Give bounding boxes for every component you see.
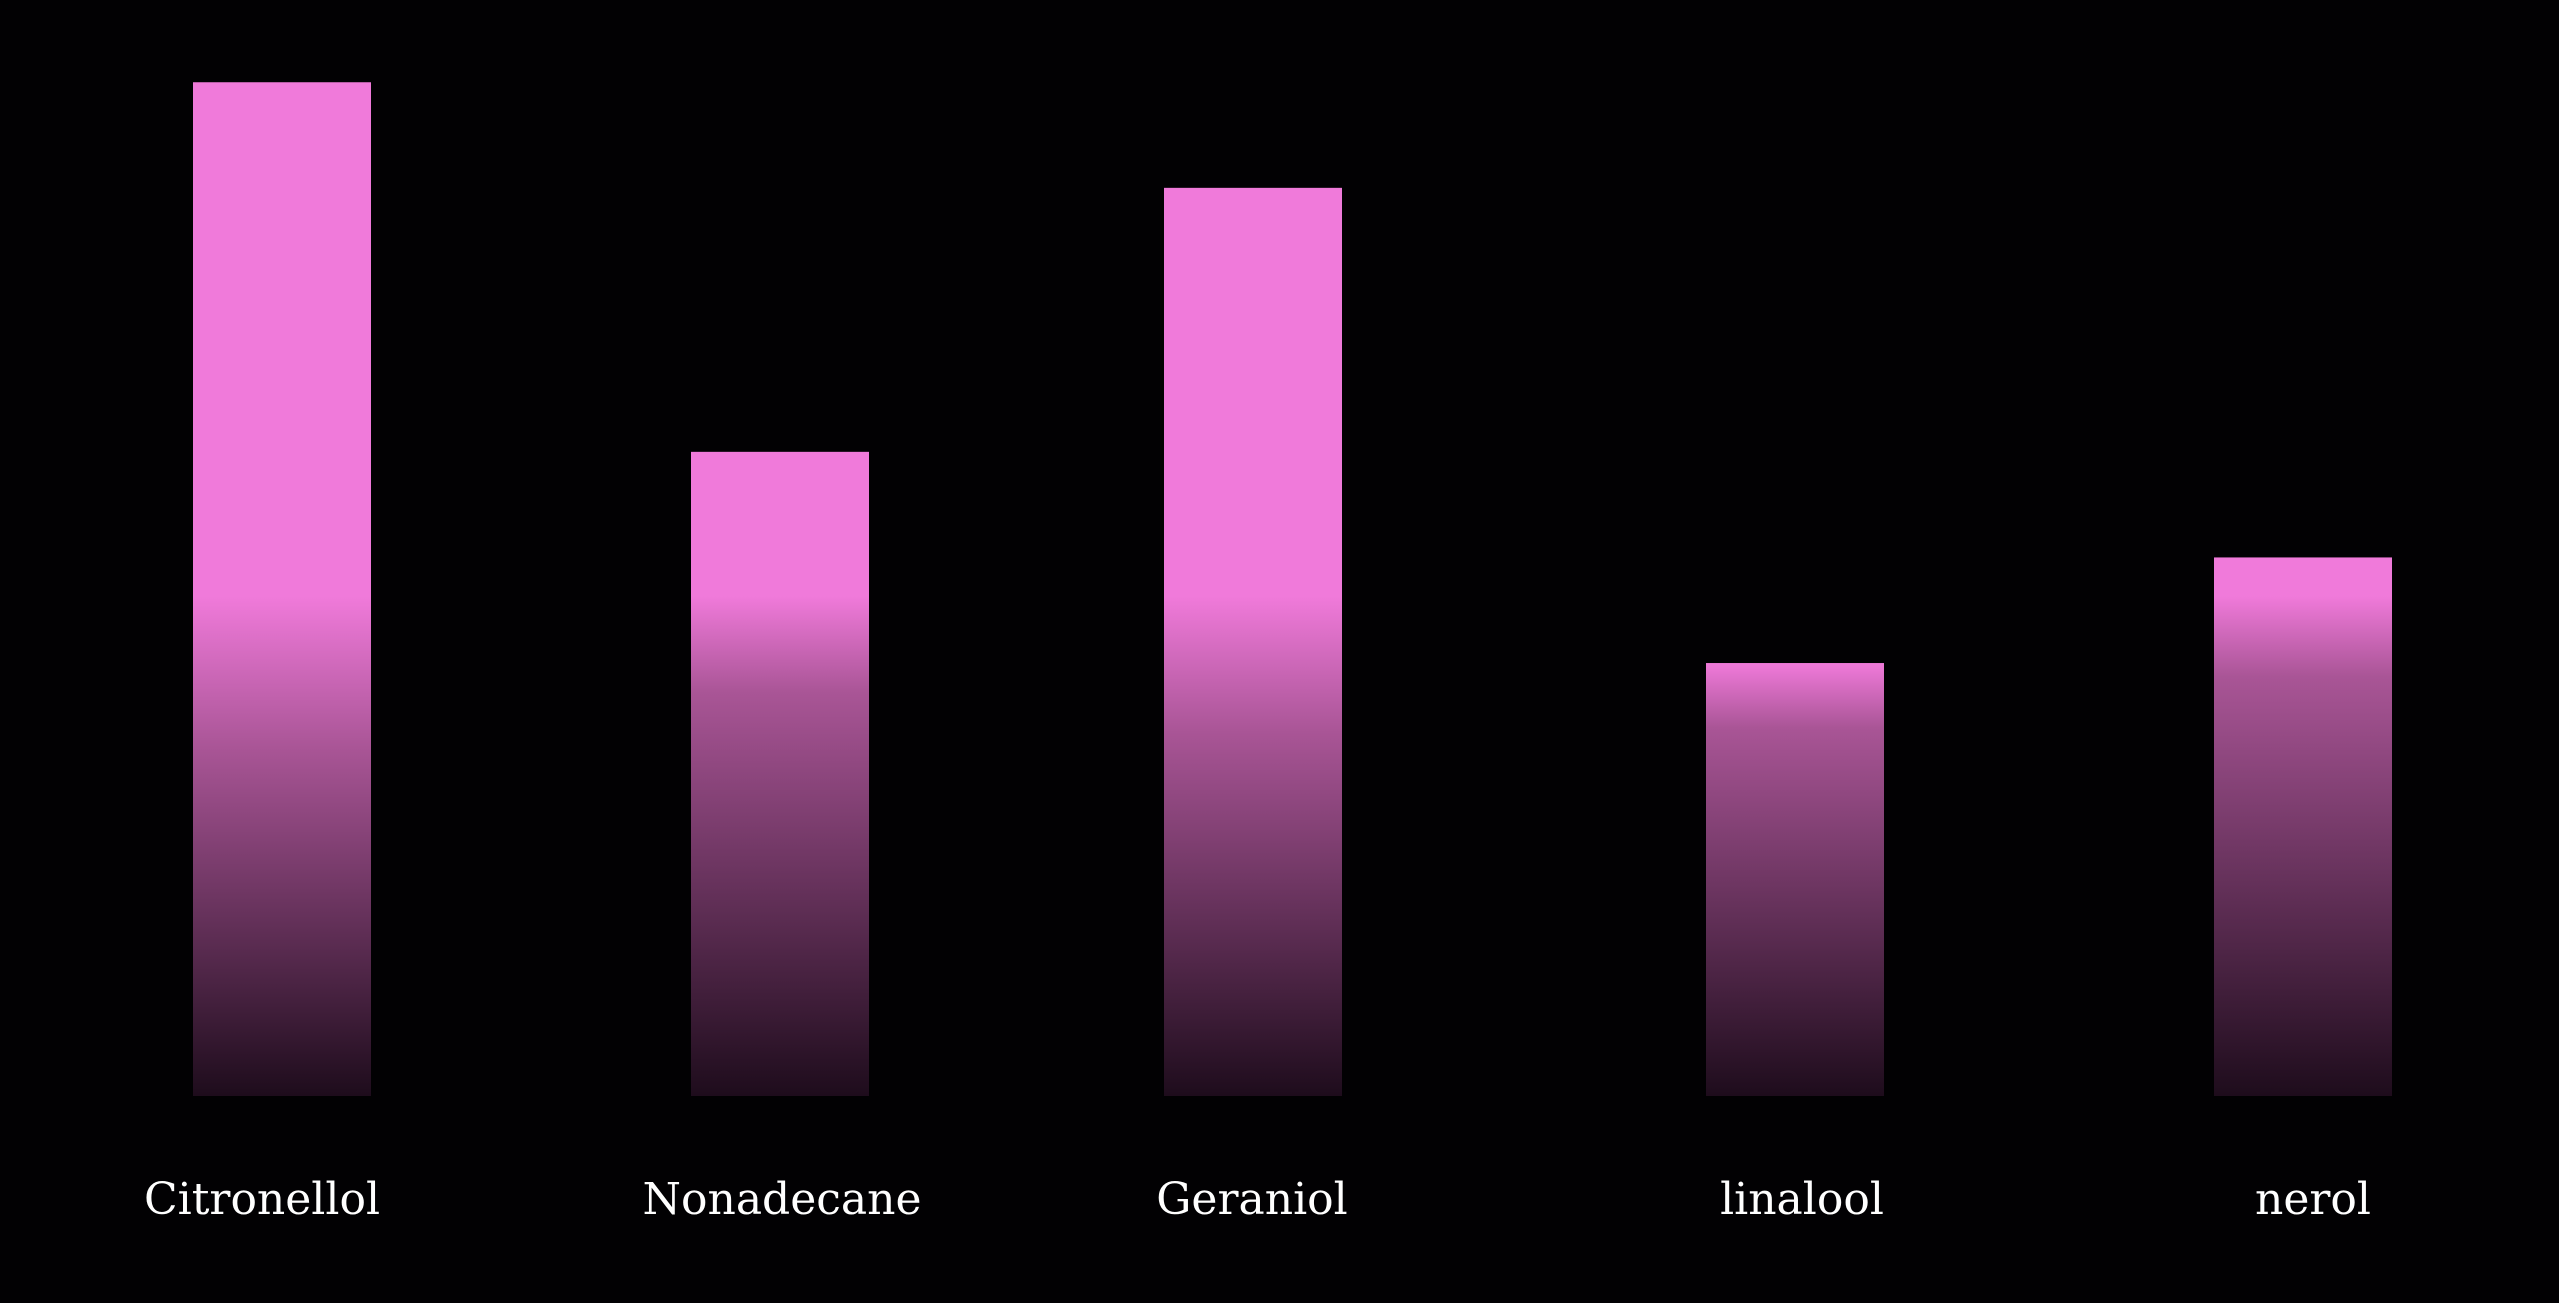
bars (193, 82, 2392, 1097)
category-label-nonadecane: Nonadecane (642, 1174, 921, 1225)
category-label-citronellol: Citronellol (144, 1174, 380, 1225)
bar-nonadecane (691, 451, 869, 1097)
category-label-nerol: nerol (2255, 1174, 2371, 1225)
category-label-linalool: linalool (1720, 1174, 1884, 1225)
bar-geraniol (1164, 187, 1342, 1097)
bar-linalool (1706, 663, 1884, 1096)
bar-citronellol (193, 82, 371, 1097)
category-label-geraniol: Geraniol (1156, 1174, 1347, 1225)
bar-nerol (2214, 557, 2392, 1096)
category-labels: Citronellol Nonadecane Geraniol linalool ner… (144, 1174, 2371, 1225)
